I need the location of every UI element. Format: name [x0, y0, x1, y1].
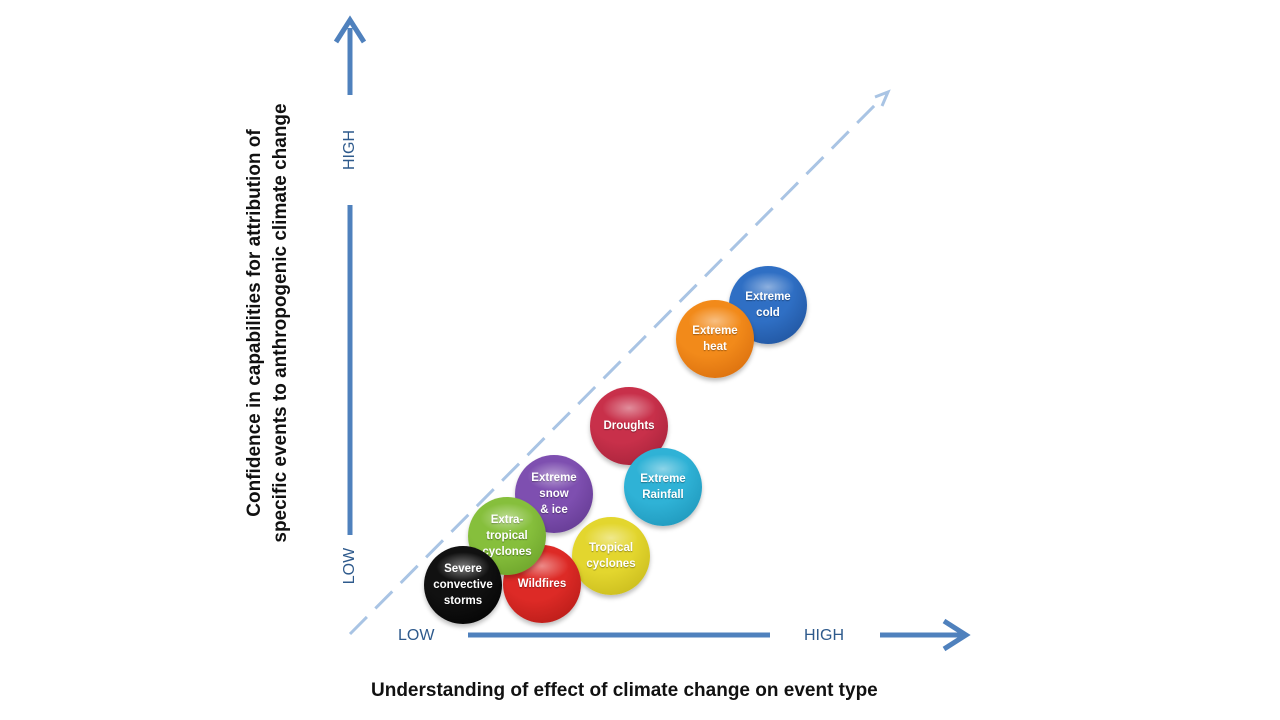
bubble-label: Tropical cyclones	[586, 542, 636, 570]
bubble-tropical-cyclones: Tropical cyclones	[572, 517, 650, 595]
y-axis-arrow-head	[333, 15, 367, 44]
y-axis-title-line1: Confidence in capabilities for attributi…	[244, 129, 265, 517]
diagonal-dashed-line	[348, 98, 882, 636]
bubble-extreme-rainfall: Extreme Rainfall	[624, 448, 702, 526]
y-axis-title-line2: specific events to anthropogenic climate…	[270, 103, 291, 543]
bubble-label: Extreme Rainfall	[640, 473, 686, 501]
y-axis-title: Confidence in capabilities for attributi…	[242, 63, 294, 583]
y-tick-high: HIGH	[341, 130, 358, 170]
x-tick-low: LOW	[398, 627, 435, 644]
x-axis-arrow-head	[942, 618, 971, 652]
diagonal-arrow-head	[874, 89, 891, 107]
bubble-label: Wildfires	[517, 578, 567, 590]
bubble-label: Extreme heat	[692, 325, 738, 353]
x-tick-high: HIGH	[804, 627, 844, 644]
bubble-wildfires: Wildfires	[503, 545, 581, 623]
y-tick-low: LOW	[341, 547, 358, 585]
bubble-extreme-heat: Extreme heat	[676, 300, 754, 378]
bubble-label: Droughts	[603, 420, 655, 432]
bubble-severe-convective-storms: Severe convective storms	[424, 546, 502, 624]
bubble-label: Extreme cold	[745, 291, 791, 319]
bubble-label: Severe convective storms	[433, 563, 493, 607]
bubble-extreme-cold: Extreme cold	[729, 266, 807, 344]
x-axis-title: Understanding of effect of climate chang…	[371, 680, 878, 701]
